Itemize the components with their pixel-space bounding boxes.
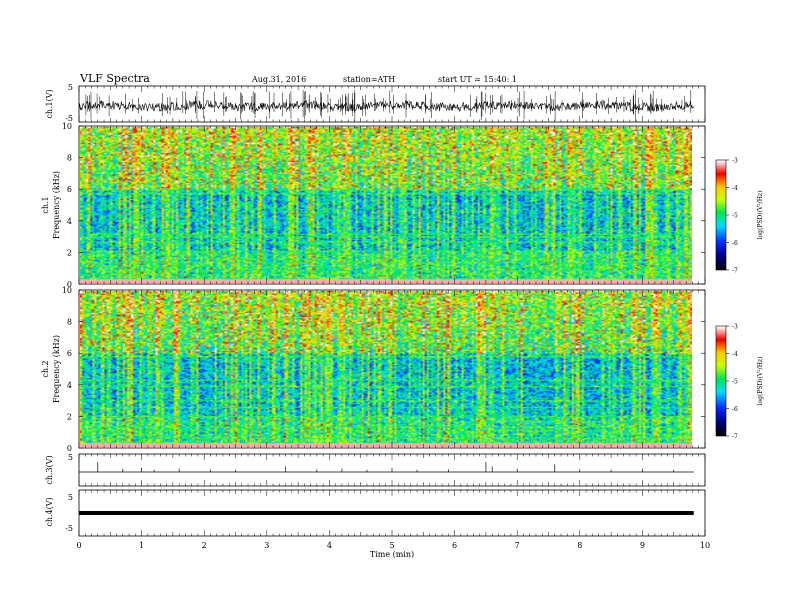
freq-tick-label: 10 <box>62 122 72 131</box>
x-tick-label: 3 <box>264 541 269 550</box>
freq-tick-label: 4 <box>67 217 72 226</box>
ch2-colorbar-label: log(PSD)(V²/Hz) <box>757 357 764 406</box>
x-tick-label: 8 <box>577 541 582 550</box>
colorbar-tick-label: -5 <box>732 379 738 386</box>
ch4-ytick-top: 5 <box>68 493 73 502</box>
ch4-waveform-ylabel: ch.4(V) <box>45 497 54 526</box>
ch1-colorbar-label: log(PSD)(V²/Hz) <box>757 191 764 240</box>
start-time-label: start UT = 15:40: 1 <box>438 75 517 84</box>
x-tick-label: 10 <box>700 541 710 550</box>
x-tick-label: 6 <box>452 541 457 550</box>
colorbar-tick-label: -6 <box>732 406 738 413</box>
ch1-ytick-bottom: -5 <box>65 114 73 123</box>
freq-tick-label: 6 <box>67 185 72 194</box>
x-tick-label: 7 <box>515 541 520 550</box>
colorbar-tick-label: -7 <box>732 434 738 441</box>
time-axis-ticks <box>78 86 706 536</box>
ch2-spectrogram-freq-label: Frequency (kHz) <box>52 335 61 403</box>
freq-tick-label: 8 <box>67 318 72 327</box>
ch1-colorbar-ticks: -3 -4 -5 -6 -7 <box>726 158 738 275</box>
station-label: station=ATH <box>343 75 395 84</box>
ch1-noise-line <box>78 99 694 113</box>
colorbar-tick-label: -5 <box>732 213 738 220</box>
ch2-colorbar-ticks: -3 -4 -5 -6 -7 <box>726 324 738 441</box>
colorbar-tick-label: -4 <box>732 185 738 192</box>
colorbar-tick-label: -3 <box>732 324 738 331</box>
ch2-spectrogram-image <box>80 291 692 447</box>
freq-tick-label: 2 <box>67 412 72 421</box>
x-tick-label: 9 <box>640 541 645 550</box>
colorbar-tick-label: -7 <box>732 268 738 275</box>
colorbar-tick-label: -4 <box>732 351 738 358</box>
ch4-waveform-panel: ch.4(V) 5 -5 <box>45 489 706 537</box>
ch1-colorbar: -3 -4 -5 -6 -7 log(PSD)(V²/Hz) <box>715 158 764 275</box>
ch3-waveform-trace <box>79 462 694 473</box>
ch4-ytick-bottom: -5 <box>65 524 73 533</box>
x-tick-label: 4 <box>327 541 332 550</box>
ch3-waveform-panel: ch.3(V) 5 <box>45 453 706 487</box>
freq-tick-label: 8 <box>67 154 72 163</box>
ch1-spectrogram-yticks: 0 2 4 6 8 10 <box>62 122 705 289</box>
ch3-waveform-ylabel: ch.3(V) <box>45 455 54 484</box>
ch2-colorbar-image <box>716 326 726 436</box>
ch2-spectrogram-yticks: 0 2 4 6 8 10 <box>62 286 705 453</box>
colorbar-tick-label: -6 <box>732 240 738 247</box>
ch1-waveform-ylabel: ch.1(V) <box>45 89 54 118</box>
ch1-spectrogram-freq-label: Frequency (kHz) <box>52 171 61 239</box>
x-tick-label: 5 <box>389 541 394 550</box>
ch1-ytick-top: 5 <box>68 83 73 92</box>
ch1-spectrogram-image <box>80 127 692 283</box>
x-tick-label: 0 <box>76 541 81 550</box>
ch2-spectrogram-panel: 0 2 4 6 8 10 ch.2 Frequency (kHz) <box>41 286 706 453</box>
freq-tick-label: 6 <box>67 349 72 358</box>
freq-tick-label: 10 <box>62 286 72 295</box>
x-tick-label: 1 <box>139 541 144 550</box>
ch1-spectrogram-ylabel: ch.1 <box>41 196 50 213</box>
ch2-spectrogram-ylabel: ch.2 <box>41 360 50 377</box>
colorbar-tick-label: -3 <box>732 158 738 165</box>
freq-tick-label: 0 <box>67 444 72 453</box>
date-label: Aug.31, 2016 <box>251 75 306 84</box>
freq-tick-label: 0 <box>67 280 72 289</box>
ch1-colorbar-image <box>716 160 726 270</box>
ch3-ytick-top: 5 <box>68 453 73 462</box>
freq-tick-label: 2 <box>67 248 72 257</box>
x-axis-label: Time (min) <box>370 550 414 559</box>
x-tick-label: 2 <box>202 541 207 550</box>
figure-title: VLF Spectra <box>79 72 150 85</box>
ch1-waveform-panel: ch.1(V) 5 -5 <box>45 83 706 123</box>
ch1-spectrogram-panel: 0 2 4 6 8 10 ch.1 Frequency (kHz) <box>41 122 706 289</box>
freq-tick-label: 4 <box>67 381 72 390</box>
ch1-waveform-trace <box>78 89 694 122</box>
ch2-colorbar: -3 -4 -5 -6 -7 log(PSD)(V²/Hz) <box>715 324 764 441</box>
x-axis-tick-labels: 0 1 2 3 4 5 6 7 8 9 10 <box>76 541 710 550</box>
